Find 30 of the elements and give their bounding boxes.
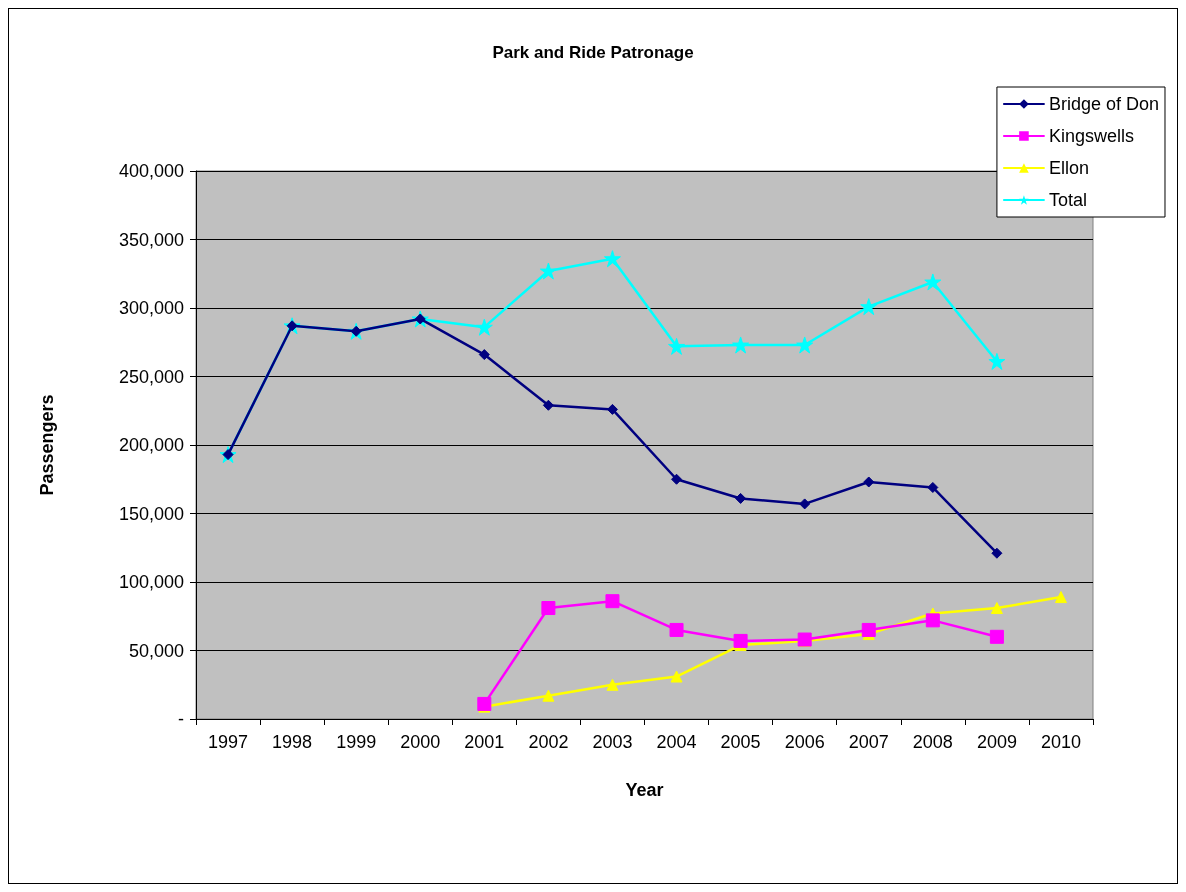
legend-label: Ellon bbox=[1048, 158, 1089, 178]
x-tick-label: 1998 bbox=[272, 732, 313, 752]
y-tick-label: 350,000 bbox=[118, 229, 184, 250]
y-tick-label: 300,000 bbox=[118, 298, 184, 318]
x-tick-label: 2008 bbox=[912, 732, 953, 752]
y-tick-label: - bbox=[178, 709, 184, 729]
x-tick-label: 2006 bbox=[784, 732, 825, 752]
x-tick-label: 2007 bbox=[848, 732, 889, 752]
x-tick-label: 2000 bbox=[400, 732, 441, 752]
y-tick-label: 100,000 bbox=[118, 572, 184, 592]
x-tick-label: 2001 bbox=[464, 732, 505, 752]
x-tick-label: 2004 bbox=[656, 732, 697, 752]
x-tick-label: 2002 bbox=[528, 732, 569, 752]
chart-title: Park and Ride Patronage bbox=[492, 43, 694, 62]
legend-label: Bridge of Don bbox=[1048, 94, 1160, 114]
x-tick-label: 1997 bbox=[208, 732, 249, 752]
y-tick-label: 50,000 bbox=[128, 640, 184, 661]
y-tick-label: 150,000 bbox=[118, 503, 184, 524]
legend-label: Kingswells bbox=[1048, 126, 1134, 146]
y-axis-title: Passengers bbox=[37, 394, 57, 496]
legend-label: Total bbox=[1048, 190, 1087, 210]
x-tick-label: 2009 bbox=[976, 732, 1017, 752]
y-tick-label: 200,000 bbox=[118, 435, 184, 455]
x-tick-label: 2005 bbox=[720, 732, 761, 752]
x-tick-label: 1999 bbox=[336, 732, 377, 752]
y-tick-label: 400,000 bbox=[118, 161, 184, 181]
x-axis-title: Year bbox=[625, 780, 664, 800]
x-tick-label: 2010 bbox=[1040, 732, 1081, 752]
y-tick-label: 250,000 bbox=[118, 366, 184, 387]
x-tick-label: 2003 bbox=[592, 732, 633, 752]
